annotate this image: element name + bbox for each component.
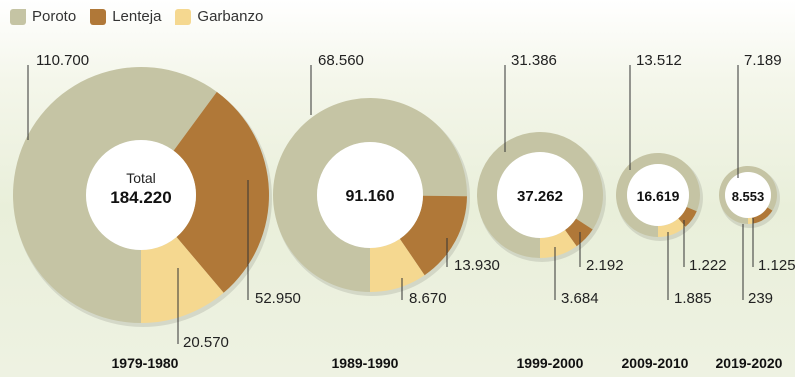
donut-hole	[86, 140, 196, 250]
total-caption: Total	[126, 170, 156, 186]
legend-label-poroto: Poroto	[32, 8, 77, 25]
data-label-garbanzo: 20.570	[183, 334, 229, 351]
legend-swatch-garbanzo	[175, 8, 192, 25]
data-label-garbanzo: 1.885	[674, 290, 712, 307]
period-label: 1979-1980	[112, 355, 179, 371]
donut-2009-2010: 16.619 13.512 1.222 1.885 2009-2010	[616, 52, 727, 371]
total-value: 16.619	[637, 188, 680, 204]
data-label-lenteja: 2.192	[586, 257, 624, 274]
period-label: 1999-2000	[517, 355, 584, 371]
data-label-poroto: 7.189	[744, 52, 782, 69]
data-label-poroto: 13.512	[636, 52, 682, 69]
data-label-lenteja: 1.125	[758, 257, 795, 274]
slice-garbanzo	[370, 238, 425, 292]
donut-hole	[317, 142, 423, 248]
period-label: 2019-2020	[716, 355, 783, 371]
slice-garbanzo	[540, 229, 577, 258]
legend-item-lenteja: Lenteja	[90, 8, 161, 25]
legend: Poroto Lenteja Garbanzo	[10, 8, 263, 25]
donut-1989-1990: 91.160 68.560 13.930 8.670 1989-1990	[272, 52, 500, 371]
slice-lenteja	[678, 206, 697, 227]
total-value: 91.160	[346, 188, 395, 205]
legend-label-garbanzo: Garbanzo	[197, 8, 264, 25]
data-label-lenteja: 52.950	[255, 290, 301, 307]
slice-lenteja	[173, 91, 269, 293]
period-label: 1989-1990	[332, 355, 399, 371]
slice-lenteja	[565, 218, 593, 247]
data-label-lenteja: 1.222	[689, 257, 727, 274]
donut-hole	[627, 164, 689, 226]
total-value: 37.262	[517, 188, 563, 205]
slice-lenteja	[752, 207, 773, 224]
data-label-garbanzo: 3.684	[561, 290, 599, 307]
data-label-poroto: 68.560	[318, 52, 364, 69]
legend-label-lenteja: Lenteja	[112, 8, 162, 25]
legend-swatch-lenteja	[90, 8, 107, 25]
donut-2019-2020: 8.553 7.189 1.125 239 2019-2020	[716, 52, 795, 371]
slice-garbanzo	[658, 218, 686, 237]
slice-poroto	[13, 66, 217, 323]
donut-1999-2000: 37.262 31.386 2.192 3.684 1999-2000	[477, 52, 624, 371]
slice-poroto	[477, 132, 604, 258]
legend-swatch-poroto	[10, 8, 26, 25]
legend-item-poroto: Poroto	[10, 8, 76, 25]
slice-garbanzo	[748, 217, 754, 224]
donut-hole	[497, 152, 583, 238]
data-label-poroto: 110.700	[36, 52, 89, 69]
slice-garbanzo	[141, 237, 224, 323]
slice-lenteja	[399, 195, 467, 276]
total-value: 184.220	[110, 188, 171, 207]
donut-hole	[725, 172, 771, 218]
slice-poroto	[272, 97, 467, 292]
data-label-garbanzo: 239	[748, 290, 773, 307]
legend-item-garbanzo: Garbanzo	[175, 8, 263, 25]
total-value: 8.553	[732, 189, 765, 204]
data-label-garbanzo: 8.670	[409, 290, 447, 307]
data-label-lenteja: 13.930	[454, 257, 500, 274]
data-label-poroto: 31.386	[511, 52, 557, 69]
period-label: 2009-2010	[622, 355, 689, 371]
